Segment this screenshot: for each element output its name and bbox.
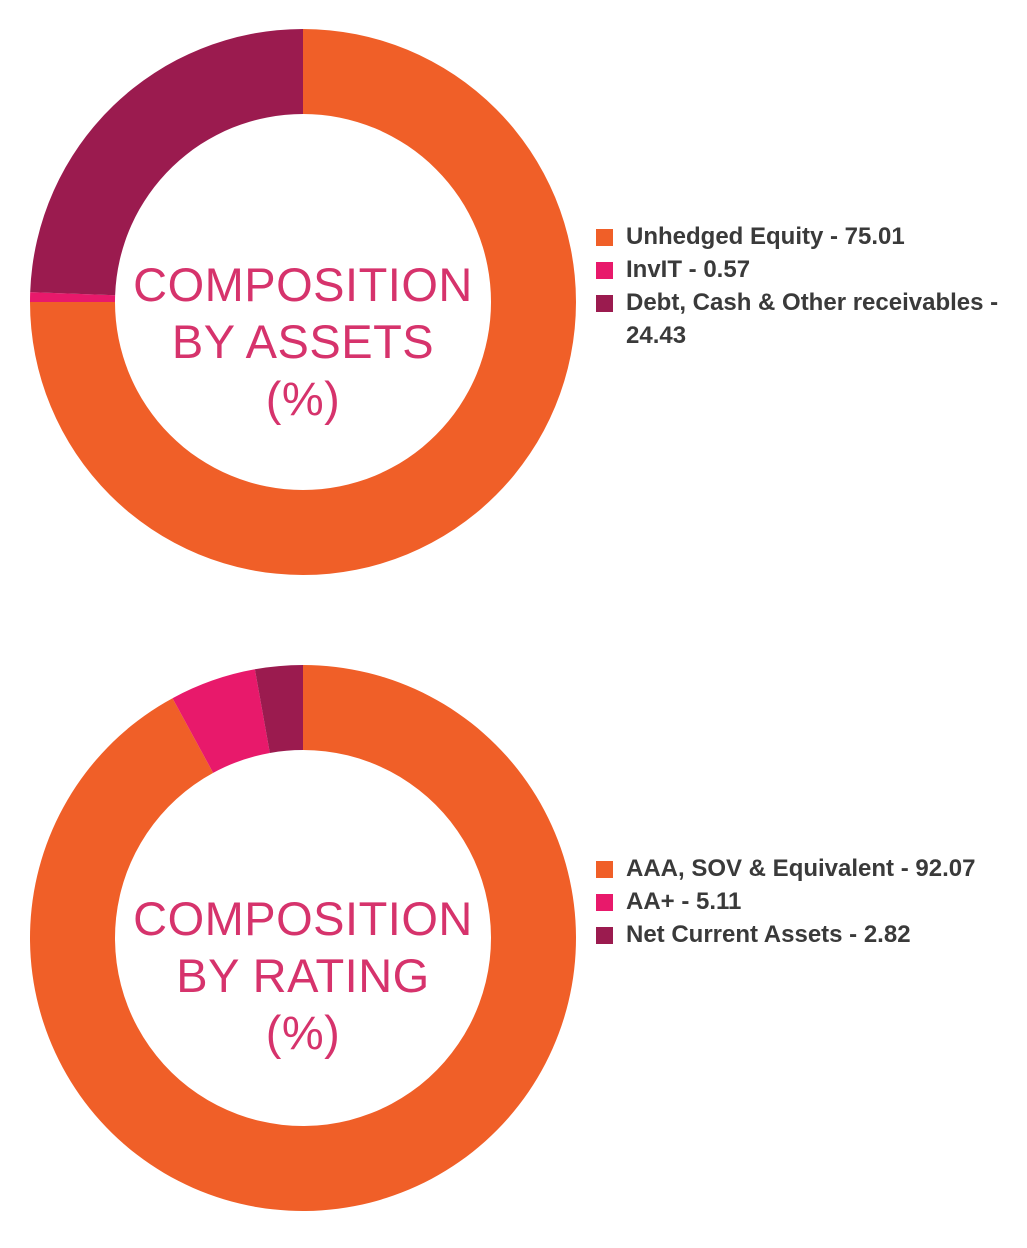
donut-slice-0 (30, 29, 576, 575)
donut-slice-0 (29, 665, 576, 1211)
rating-legend: AAA, SOV & Equivalent - 92.07 AA+ - 5.11… (596, 852, 1021, 951)
legend-item-invit: InvIT - 0.57 (596, 253, 1021, 286)
legend-label: Debt, Cash & Other receivables - 24.43 (626, 289, 999, 349)
legend-item-unhedged-equity: Unhedged Equity - 75.01 (596, 220, 1021, 253)
assets-donut (30, 29, 576, 575)
rating-center-line-1: COMPOSITION (133, 892, 473, 945)
rating-center-label: COMPOSITION BY RATING (%) (103, 890, 503, 1061)
legend-label: AAA, SOV & Equivalent - 92.07 (626, 855, 976, 882)
legend-item-aaa-sov: AAA, SOV & Equivalent - 92.07 (596, 852, 1021, 885)
assets-legend: Unhedged Equity - 75.01 InvIT - 0.57 Deb… (596, 220, 1021, 352)
legend-item-aa-plus: AA+ - 5.11 (596, 885, 1021, 918)
assets-center-line-1: COMPOSITION (133, 258, 473, 311)
legend-swatch (596, 229, 613, 246)
composition-by-rating-chart: COMPOSITION BY RATING (%) AAA, SOV & Equ… (0, 636, 1027, 1236)
legend-label: Unhedged Equity - 75.01 (626, 223, 905, 250)
legend-swatch (596, 262, 613, 279)
rating-center-line-3: (%) (265, 1006, 341, 1059)
legend-label: AA+ - 5.11 (626, 888, 742, 915)
donut-slice-1 (172, 669, 270, 773)
legend-label: InvIT - 0.57 (626, 256, 751, 283)
legend-swatch (596, 295, 613, 312)
donut-slice-1 (30, 292, 116, 302)
rating-donut (29, 665, 576, 1211)
legend-label: Net Current Assets - 2.82 (626, 921, 911, 948)
assets-center-line-3: (%) (265, 372, 341, 425)
legend-swatch (596, 894, 613, 911)
legend-item-debt-cash-other: Debt, Cash & Other receivables - 24.43 (596, 286, 1021, 352)
legend-item-net-current-assets: Net Current Assets - 2.82 (596, 918, 1021, 951)
composition-by-assets-chart: COMPOSITION BY ASSETS (%) Unhedged Equit… (0, 0, 1027, 600)
legend-swatch (596, 927, 613, 944)
donut-slice-2 (30, 29, 303, 296)
assets-center-line-2: BY ASSETS (171, 315, 435, 368)
legend-swatch (596, 861, 613, 878)
assets-center-label: COMPOSITION BY ASSETS (%) (103, 256, 503, 427)
donut-slice-2 (254, 665, 303, 753)
rating-center-line-2: BY RATING (176, 949, 430, 1002)
